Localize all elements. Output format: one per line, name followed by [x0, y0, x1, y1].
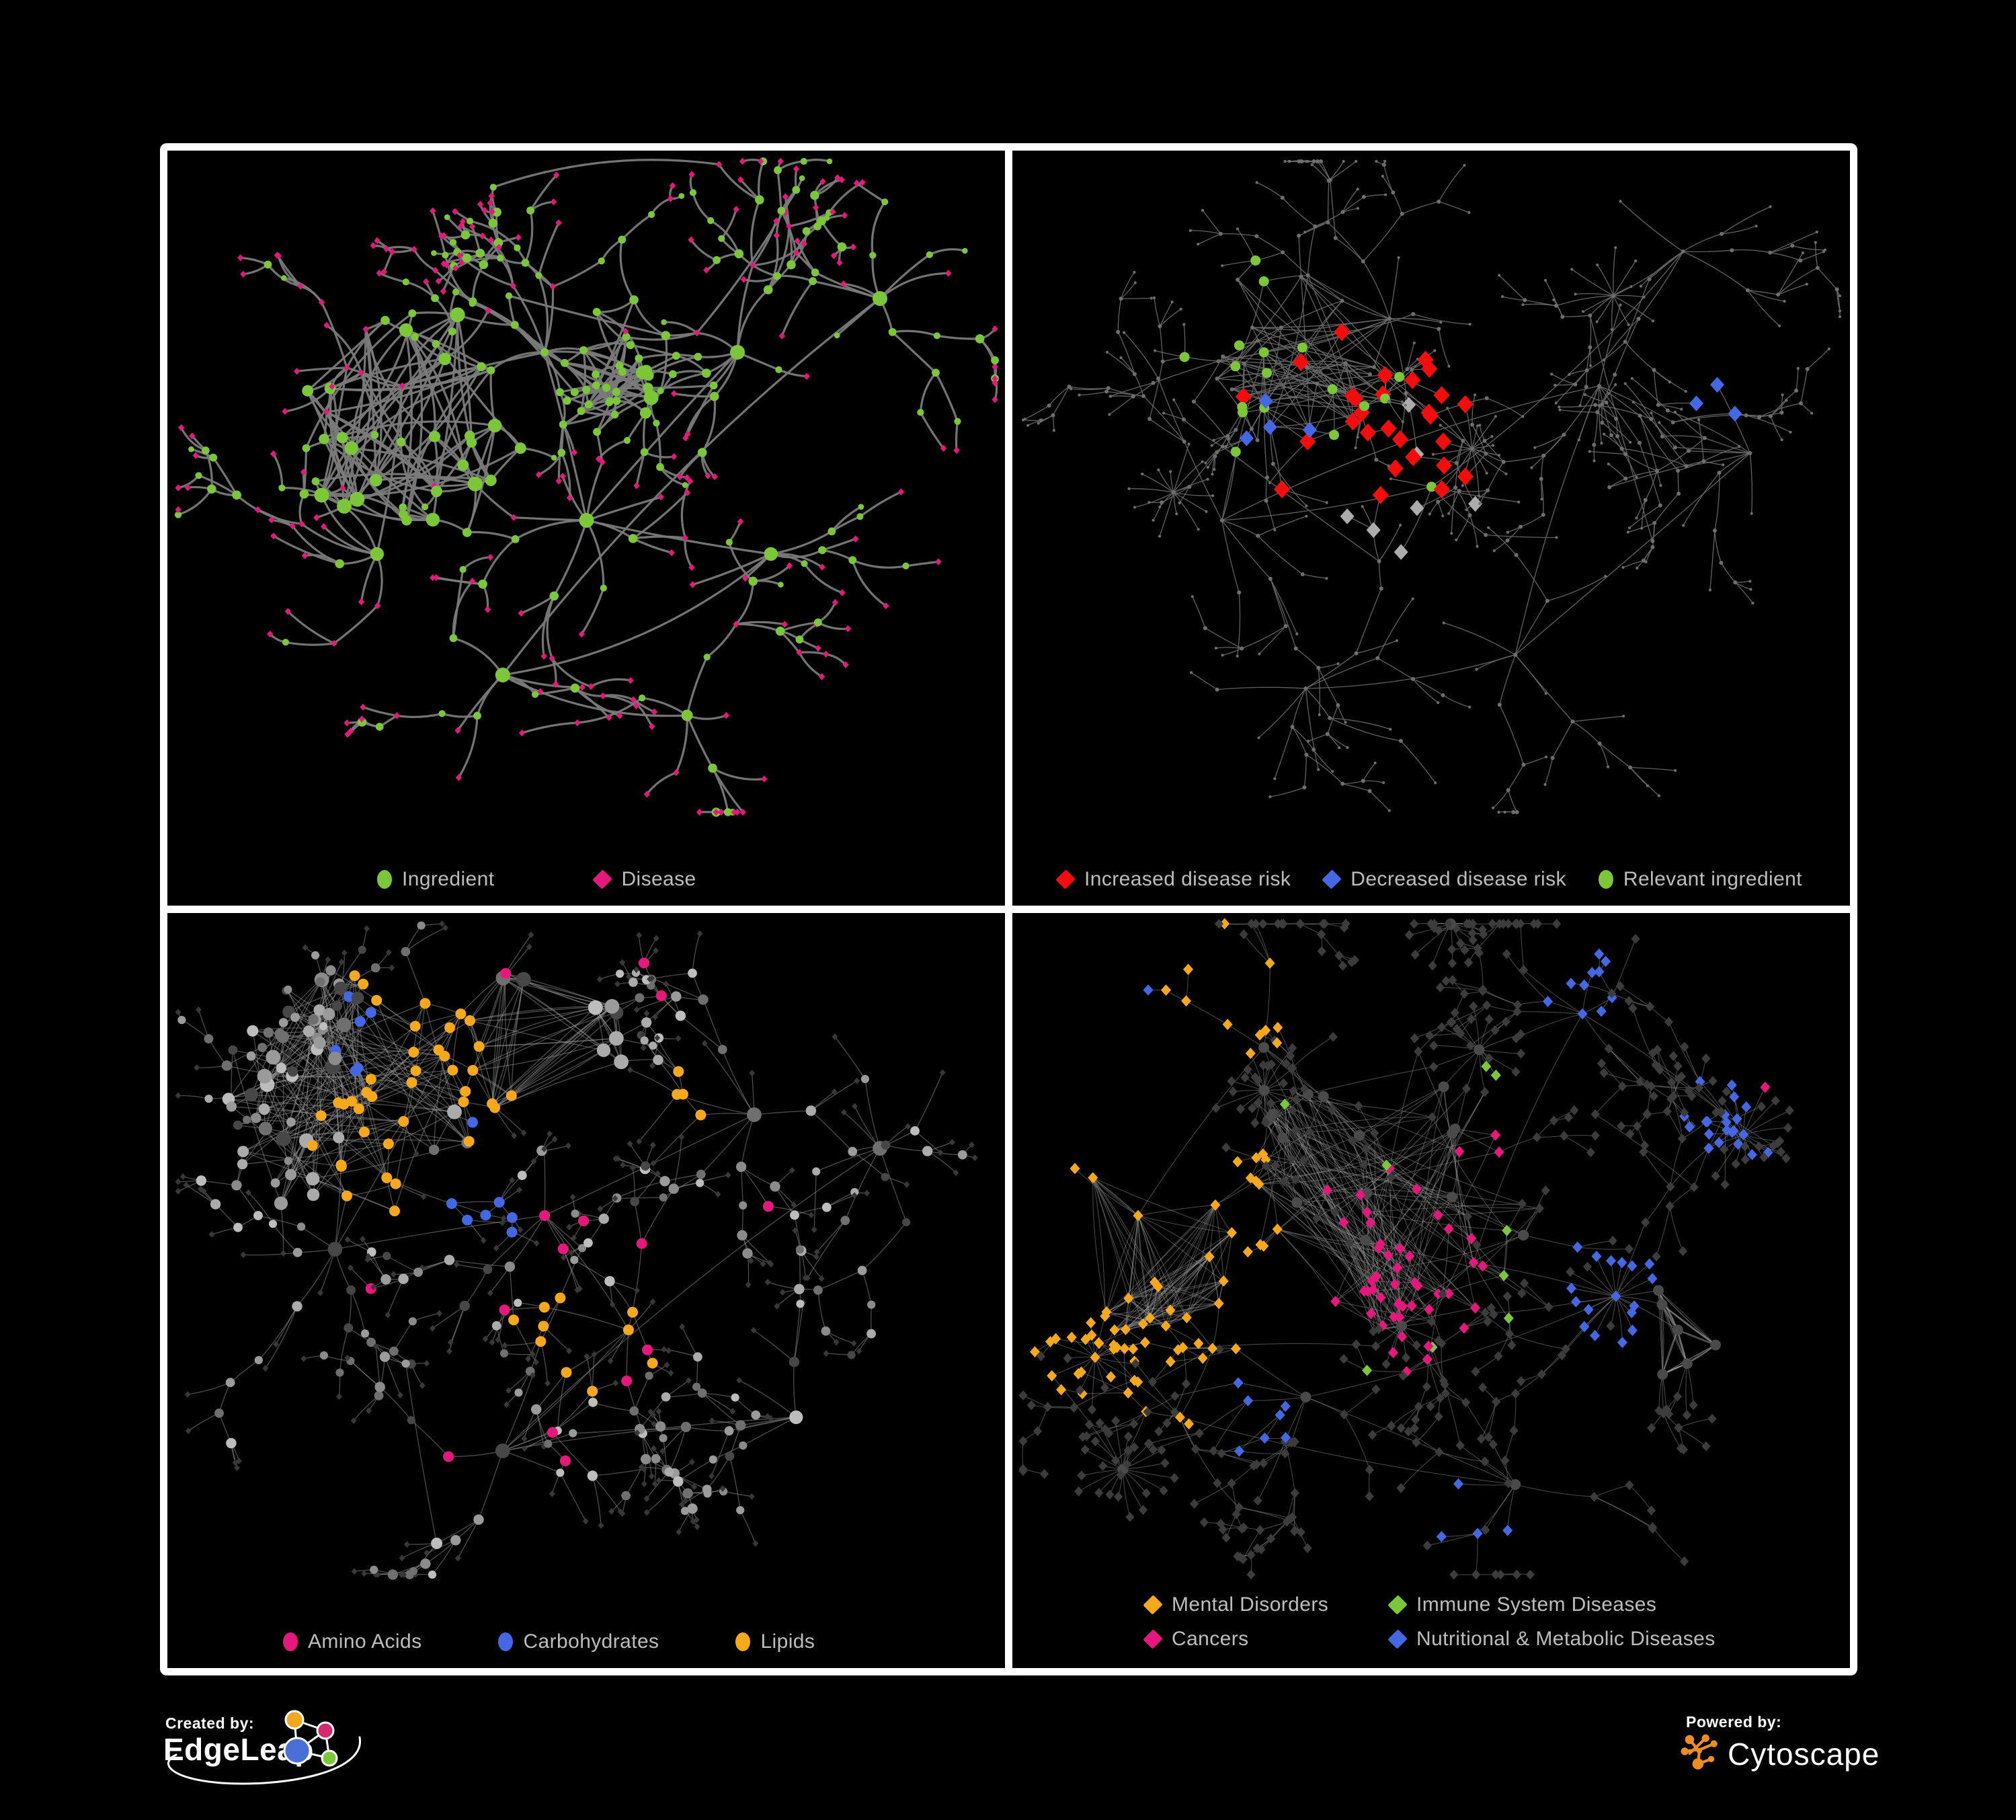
legend-diamond-marker-icon [1143, 1595, 1163, 1615]
created-by-label: Created by: [165, 1714, 255, 1732]
network-disease-risk [1021, 159, 1842, 814]
legend-disease-classes: Mental Disorders Immune System Diseases Ca… [1012, 1593, 1850, 1651]
legend-label: Decreased disease risk [1350, 868, 1566, 890]
legend-item: Cancers [1143, 1628, 1389, 1651]
legend-item: Mental Disorders [1143, 1593, 1389, 1616]
legend-diamond-marker-icon [1143, 1629, 1163, 1649]
legend-label: Mental Disorders [1172, 1593, 1329, 1616]
legend-item: Immune System Diseases [1387, 1593, 1850, 1616]
legend-label: Ingredient [402, 868, 495, 890]
legend-item: Increased disease risk [1055, 868, 1291, 891]
legend-diamond-marker-icon [592, 869, 613, 889]
legend-label: Carbohydrates [523, 1630, 659, 1653]
legend-diamond-marker-icon [1055, 869, 1076, 889]
legend-item: Nutritional & Metabolic Diseases [1387, 1628, 1850, 1651]
legend-label: Increased disease risk [1084, 868, 1291, 890]
legend-circle-marker-icon [735, 1632, 751, 1651]
cytoscape-branding: Powered by: Cytoscape [1679, 1709, 1901, 1783]
legend-label: Immune System Diseases [1416, 1593, 1657, 1616]
legend-disease-risk: Increased disease risk Decreased disease … [1012, 868, 1850, 891]
panel-disease-risk: Increased disease risk Decreased disease … [1012, 151, 1850, 906]
legend-item: Ingredient [377, 868, 494, 891]
legend-label: Nutritional & Metabolic Diseases [1416, 1628, 1716, 1650]
edgeleap-branding: Created by: EdgeLeap [155, 1709, 405, 1796]
edgeleap-logo-icon [283, 1710, 338, 1767]
legend-label: Disease [621, 868, 696, 890]
legend-circle-marker-icon [377, 870, 392, 889]
legend-ingredient-disease: Ingredient Disease [167, 868, 1005, 891]
edgeleap-swoosh-icon [167, 1736, 361, 1785]
legend-item: Carbohydrates [498, 1630, 659, 1653]
legend-item: Lipids [735, 1630, 815, 1653]
legend-item: Decreased disease risk [1322, 868, 1566, 891]
legend-diamond-marker-icon [1387, 1595, 1408, 1615]
panel-grid: Ingredient Disease Increased disease risk… [160, 143, 1857, 1675]
legend-item: Relevant ingredient [1598, 868, 1802, 891]
network-ingredient-disease [174, 157, 999, 817]
legend-circle-marker-icon [1598, 870, 1613, 889]
legend-label: Relevant ingredient [1623, 868, 1802, 890]
network-disease-classes [1018, 918, 1794, 1580]
legend-diamond-marker-icon [1387, 1629, 1408, 1649]
network-ingredient-classes [175, 920, 978, 1580]
panel-disease-classes: Mental Disorders Immune System Diseases Ca… [1012, 913, 1850, 1668]
legend-circle-marker-icon [283, 1632, 298, 1651]
legend-ingredient-classes: Amino Acids Carbohydrates Lipids [167, 1630, 1005, 1653]
cytoscape-logo-icon [1681, 1734, 1718, 1770]
legend-diamond-marker-icon [1322, 869, 1342, 889]
legend-label: Amino Acids [308, 1630, 422, 1653]
panel-ingredient-classes: Amino Acids Carbohydrates Lipids [167, 913, 1005, 1668]
legend-circle-marker-icon [498, 1632, 514, 1651]
cytoscape-wordmark: Cytoscape [1728, 1737, 1880, 1772]
legend-label: Cancers [1172, 1628, 1249, 1650]
panel-ingredient-disease: Ingredient Disease [167, 151, 1005, 906]
legend-item: Disease [592, 868, 696, 891]
powered-by-label: Powered by: [1686, 1713, 1782, 1731]
legend-item: Amino Acids [283, 1630, 421, 1653]
legend-label: Lipids [760, 1630, 815, 1653]
